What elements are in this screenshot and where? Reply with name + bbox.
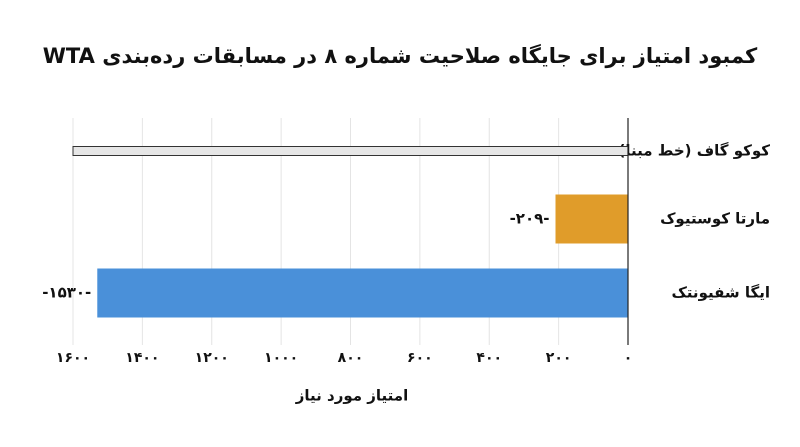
x-tick-label: ۱۶۰۰ bbox=[56, 350, 90, 366]
x-tick-label: ۶۰۰ bbox=[407, 350, 433, 366]
bar bbox=[555, 194, 628, 244]
x-tick-label: ۱۰۰۰ bbox=[264, 350, 298, 366]
x-tick-label: ۴۰۰ bbox=[476, 350, 502, 366]
x-tick-label: ۸۰۰ bbox=[338, 350, 364, 366]
x-tick-label: ۱۴۰۰ bbox=[125, 350, 159, 366]
baseline-bar bbox=[72, 146, 629, 156]
chart-title: کمبود امتیاز برای جایگاه صلاحیت شماره ۸ … bbox=[43, 43, 758, 68]
bar bbox=[97, 268, 628, 318]
y-tick-label: کوکو گاف (خط مبنا) bbox=[619, 142, 771, 160]
x-axis-label: امتیاز مورد نیاز bbox=[295, 387, 408, 405]
y-tick-label: ایگا شفیونتک bbox=[671, 284, 770, 302]
value-label: -۲۰۹- bbox=[510, 210, 550, 228]
y-tick-label: مارتا کوستیوک bbox=[660, 210, 770, 228]
value-label: -۱۵۳۰- bbox=[42, 284, 91, 302]
x-tick-label: ۲۰۰ bbox=[546, 350, 572, 366]
x-tick-label: ۱۲۰۰ bbox=[195, 350, 229, 366]
x-tick-label: ۰ bbox=[624, 350, 633, 366]
